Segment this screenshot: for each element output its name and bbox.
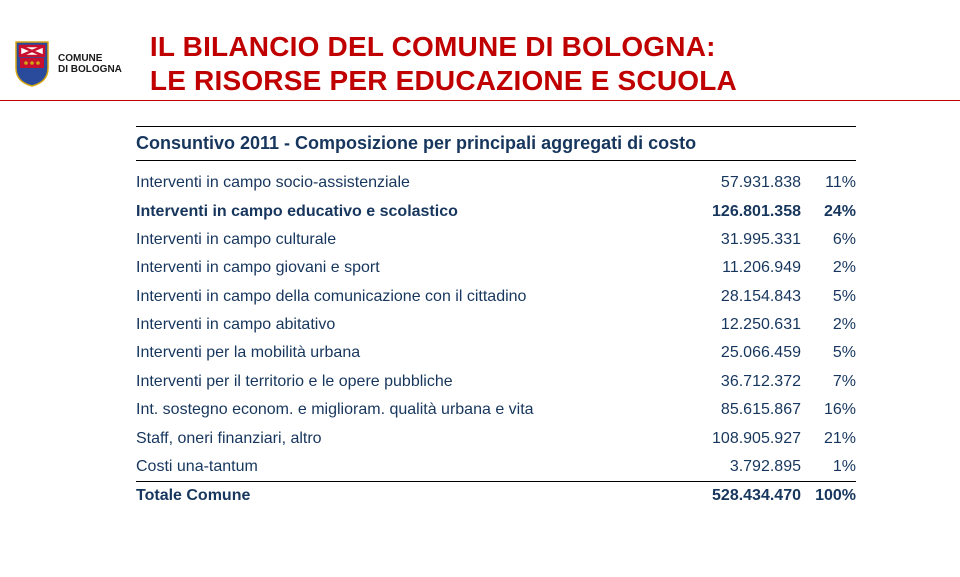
table-row: Interventi in campo della comunicazione … — [136, 283, 856, 311]
row-amount: 85.615.867 — [696, 396, 801, 424]
row-pct: 24% — [801, 197, 856, 225]
title-line-1: IL BILANCIO DEL COMUNE DI BOLOGNA: — [150, 30, 737, 64]
table-row: Interventi in campo abitativo12.250.6312… — [136, 311, 856, 339]
row-amount: 12.250.631 — [696, 311, 801, 339]
row-label: Interventi per la mobilità urbana — [136, 339, 696, 367]
row-pct: 2% — [801, 311, 856, 339]
budget-table: Interventi in campo socio-assistenziale5… — [136, 169, 856, 511]
row-amount: 28.154.843 — [696, 283, 801, 311]
row-pct: 5% — [801, 283, 856, 311]
row-label: Interventi per il territorio e le opere … — [136, 368, 696, 396]
table-row: Interventi in campo culturale31.995.3316… — [136, 226, 856, 254]
row-label: Interventi in campo abitativo — [136, 311, 696, 339]
row-pct: 6% — [801, 226, 856, 254]
row-label: Interventi in campo culturale — [136, 226, 696, 254]
row-pct: 21% — [801, 424, 856, 452]
row-label: Interventi in campo educativo e scolasti… — [136, 197, 696, 225]
row-pct: 16% — [801, 396, 856, 424]
row-pct: 7% — [801, 368, 856, 396]
table-row: Interventi in campo educativo e scolasti… — [136, 197, 856, 225]
table-row: Interventi per il territorio e le opere … — [136, 368, 856, 396]
table-row: Interventi in campo socio-assistenziale5… — [136, 169, 856, 197]
title-line-2: LE RISORSE PER EDUCAZIONE E SCUOLA — [150, 64, 737, 98]
row-label: Interventi in campo socio-assistenziale — [136, 169, 696, 197]
header: COMUNE DI BOLOGNA IL BILANCIO DEL COMUNE… — [0, 26, 960, 102]
table-row: Interventi in campo giovani e sport11.20… — [136, 254, 856, 282]
row-amount: 11.206.949 — [696, 254, 801, 282]
logo-block: COMUNE DI BOLOGNA — [12, 40, 122, 88]
row-amount: 126.801.358 — [696, 197, 801, 225]
subtitle: Consuntivo 2011 - Composizione per princ… — [136, 133, 856, 154]
total-label: Totale Comune — [136, 482, 696, 511]
table-row: Int. sostegno econom. e miglioram. quali… — [136, 396, 856, 424]
row-amount: 31.995.331 — [696, 226, 801, 254]
row-amount: 25.066.459 — [696, 339, 801, 367]
org-name-line1: COMUNE — [58, 53, 122, 65]
org-name: COMUNE DI BOLOGNA — [58, 53, 122, 76]
table-row: Costi una-tantum3.792.8951% — [136, 453, 856, 482]
row-pct: 11% — [801, 169, 856, 197]
row-label: Interventi in campo della comunicazione … — [136, 283, 696, 311]
table-row: Staff, oneri finanziari, altro108.905.92… — [136, 424, 856, 452]
row-label: Int. sostegno econom. e miglioram. quali… — [136, 396, 696, 424]
page-title: IL BILANCIO DEL COMUNE DI BOLOGNA: LE RI… — [150, 30, 737, 98]
org-name-line2: DI BOLOGNA — [58, 64, 122, 76]
row-amount: 3.792.895 — [696, 453, 801, 482]
row-amount: 57.931.838 — [696, 169, 801, 197]
total-row: Totale Comune528.434.470100% — [136, 482, 856, 511]
header-rule — [0, 100, 960, 101]
row-amount: 36.712.372 — [696, 368, 801, 396]
content: Consuntivo 2011 - Composizione per princ… — [136, 126, 856, 511]
total-pct: 100% — [801, 482, 856, 511]
crest-icon — [12, 40, 52, 88]
row-pct: 2% — [801, 254, 856, 282]
row-label: Costi una-tantum — [136, 453, 696, 482]
row-amount: 108.905.927 — [696, 424, 801, 452]
row-label: Staff, oneri finanziari, altro — [136, 424, 696, 452]
subtitle-row: Consuntivo 2011 - Composizione per princ… — [136, 126, 856, 161]
table-row: Interventi per la mobilità urbana25.066.… — [136, 339, 856, 367]
row-pct: 5% — [801, 339, 856, 367]
total-amount: 528.434.470 — [696, 482, 801, 511]
row-pct: 1% — [801, 453, 856, 482]
row-label: Interventi in campo giovani e sport — [136, 254, 696, 282]
